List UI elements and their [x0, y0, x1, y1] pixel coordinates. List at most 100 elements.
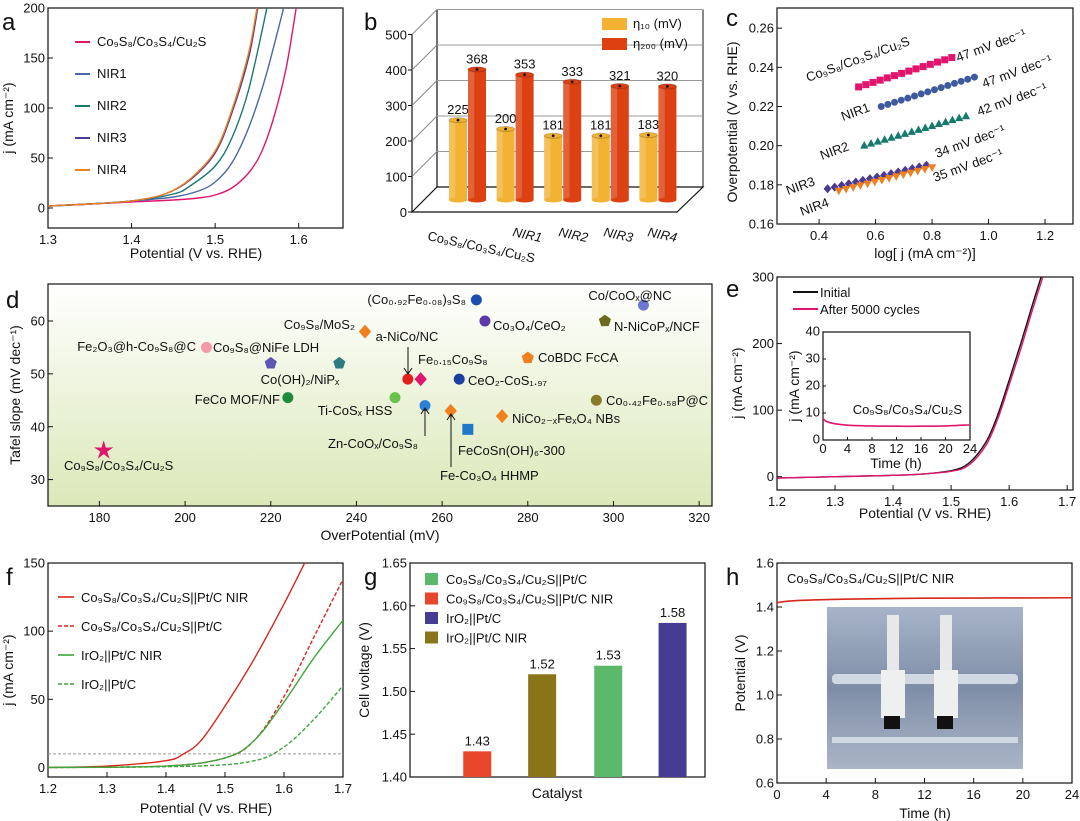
error-bar: [570, 80, 574, 84]
bar-highlight: [563, 81, 570, 200]
x-tick-label: 1.3: [39, 232, 57, 247]
x-tick-label: 0: [773, 787, 780, 802]
x-tick-label: 8: [868, 441, 875, 456]
bar-value-label: 225: [447, 102, 469, 117]
point-label: Co₉S₈/Co₃S₄/Cu₂S: [64, 458, 174, 473]
legend-label: IrO₂||Pt/C NIR: [446, 631, 527, 646]
series-label: NIR4: [798, 195, 831, 219]
y-tick-label: 0: [813, 432, 820, 447]
y-tick-label: 0.24: [749, 60, 774, 75]
y-tick-label: 0.22: [749, 99, 774, 114]
inset-curve: [822, 417, 971, 428]
bar-highlight: [544, 135, 551, 200]
data-point: [873, 137, 882, 145]
x-tick-label: 4: [823, 787, 830, 802]
legend-label: After 5000 cycles: [820, 302, 920, 317]
y-tick-label: 40: [806, 324, 820, 339]
inset-chart: 0 4 8 12 16 20 24 0 10 20 30 40 Time (h) j (mA cm⁻²) C…: [786, 324, 977, 472]
category-label: NIR1: [511, 224, 543, 245]
data-point: [264, 356, 277, 369]
point-label: NiCo₂₋ₓFeₓO₄ NBs: [512, 411, 621, 426]
x-tick-label: 1.3: [826, 494, 844, 509]
point-label: Zn-CoOₓ/Co₉S₈: [328, 436, 418, 451]
x-axis-label: log[ j (mA cm⁻²)]: [874, 245, 976, 261]
bar: [563, 81, 582, 200]
plot-frame: [776, 276, 1074, 491]
series-2: [860, 111, 971, 149]
bar: [496, 129, 515, 200]
data-point: [941, 117, 950, 126]
bar-value-label: 1.52: [530, 656, 555, 671]
y-tick-label: 200: [385, 134, 407, 149]
y-tick-label: 200: [752, 336, 774, 351]
x-tick-label: 1.6: [1000, 494, 1018, 509]
point-label: (Co₀.₉₂Fe₀.₀₈)₉S₈: [367, 292, 466, 307]
x-tick-label: 20: [1016, 787, 1030, 802]
y-tick-label: 0.8: [756, 732, 774, 747]
curve-1: [48, 579, 343, 769]
bar-highlight: [610, 86, 618, 200]
error-bar: [551, 134, 555, 138]
data-point: [389, 392, 401, 404]
bar: [463, 751, 492, 777]
panel-letter: c: [726, 5, 738, 32]
data-point: [358, 324, 372, 339]
data-point: [834, 187, 844, 196]
arrow-head-icon: [403, 367, 413, 375]
panel-letter: g: [364, 564, 377, 591]
y-tick-label: 30: [31, 472, 45, 487]
series-1: [877, 73, 978, 111]
data-point: [937, 84, 945, 92]
y-tick-label: 40: [31, 419, 45, 434]
data-point: [900, 129, 910, 137]
series-label: NIR1: [839, 100, 872, 124]
electrode: [937, 716, 953, 729]
inset-label: Co₉S₈/Co₃S₄/Cu₂S: [853, 402, 963, 417]
data-point: [899, 171, 908, 180]
data-point: [462, 423, 474, 435]
legend-label: η₁₀ (mV): [633, 16, 682, 31]
legend-swatch: [602, 18, 627, 30]
legend-swatch: [425, 592, 438, 605]
bar-highlight: [468, 69, 475, 200]
y-tick-label: 1.2: [756, 644, 774, 659]
data-point: [479, 315, 491, 327]
error-bar: [523, 73, 526, 77]
y-tick-label: 1.55: [382, 641, 407, 656]
bar-bottom: [658, 197, 677, 203]
error-bar: [666, 85, 669, 88]
bar-bottom: [449, 197, 467, 203]
photo-electrolyzer: [827, 607, 1023, 769]
bar-value-label: 1.53: [596, 648, 621, 663]
legend-label: IrO₂||Pt/C: [81, 677, 136, 692]
electrode-clamp: [881, 670, 905, 718]
bar-bottom: [496, 197, 515, 203]
plot-frame: [776, 7, 1074, 225]
legend-swatch: [425, 573, 438, 585]
y-tick-label: 20: [806, 378, 820, 393]
x-tick-label: 1.2: [768, 494, 786, 509]
data-point: [453, 373, 465, 385]
bar: [610, 86, 629, 200]
error-bar: [618, 84, 622, 88]
error-bar: [647, 133, 650, 137]
curve-1: [777, 277, 1044, 479]
data-point: [927, 164, 937, 172]
y-tick-label: 1.0: [756, 688, 774, 703]
y-tick-label: 150: [23, 51, 45, 66]
data-point: [856, 182, 865, 190]
bar-bottom: [639, 197, 658, 203]
data-point: [924, 88, 932, 96]
gridline: [411, 115, 438, 142]
legend-swatch: [425, 612, 438, 624]
point-label: Co₉S₈/MoS₂: [284, 317, 355, 332]
legend-swatch: [425, 631, 438, 644]
legend-label: Co₉S₈/Co₃S₄/Cu₂S||Pt/C: [81, 619, 222, 634]
bar-bottom: [591, 197, 610, 203]
curve-4: [48, 8, 258, 207]
data-point: [521, 351, 534, 364]
legend-label: Co₉S₈/Co₃S₄/Cu₂S||Pt/C: [446, 572, 587, 587]
data-point: [944, 82, 952, 90]
bar-bottom: [468, 197, 486, 203]
